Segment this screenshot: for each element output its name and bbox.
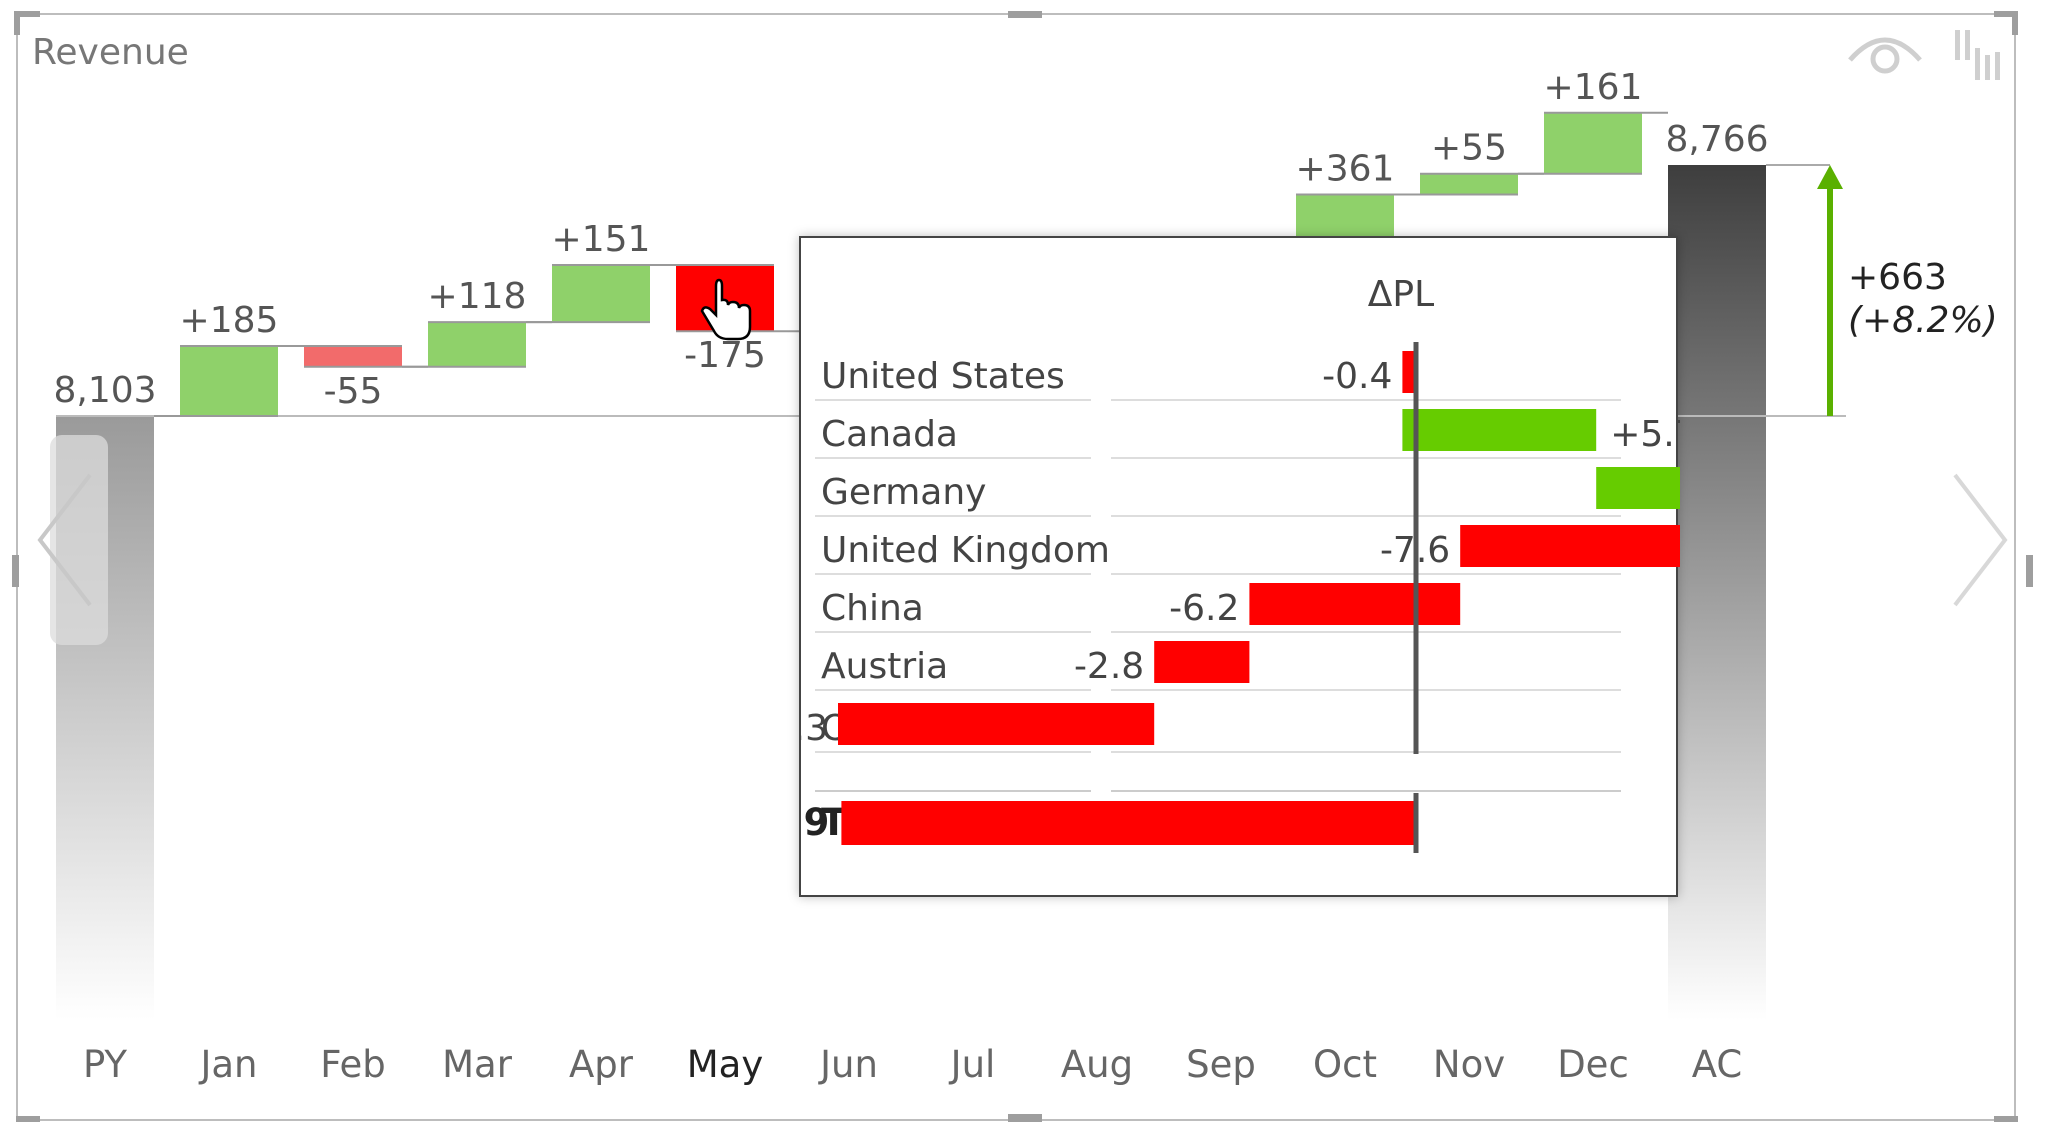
bar-Jan — [180, 345, 278, 416]
tt-bar — [1249, 583, 1461, 625]
resize-handle-left[interactable] — [12, 555, 19, 587]
label-Nov: +55 — [1431, 128, 1507, 169]
tt-row-label: Germany — [821, 472, 986, 513]
bar-Apr — [552, 264, 650, 323]
axis-label-Mar: Mar — [442, 1043, 513, 1086]
resize-handle-top-left-v[interactable] — [14, 11, 20, 35]
tooltip-title: ΔPL — [1368, 274, 1434, 315]
axis-label-Jan: Jan — [198, 1043, 257, 1086]
bars-icon[interactable] — [1955, 30, 2000, 80]
chevron-right-icon[interactable] — [1953, 473, 2008, 607]
bar-Mar — [428, 322, 526, 367]
label-AC: 8,766 — [1665, 119, 1768, 160]
tt-bar — [1154, 641, 1250, 683]
tt-total-value: -16.9 — [801, 801, 829, 844]
resize-handle-top-left[interactable] — [16, 11, 40, 17]
resize-handle-top-right[interactable] — [1994, 11, 2018, 17]
label-Dec: +161 — [1544, 67, 1643, 108]
tt-row-value: -9.3 — [801, 708, 828, 749]
label-Jan: +185 — [180, 300, 279, 341]
resize-handle-right[interactable] — [2026, 555, 2033, 587]
label-Mar: +118 — [428, 276, 527, 317]
axis-label-Feb: Feb — [320, 1043, 386, 1086]
tt-row-label: United Kingdom — [821, 530, 1110, 571]
resize-handle-top-right-v[interactable] — [2012, 11, 2018, 35]
axis-label-Dec: Dec — [1557, 1043, 1629, 1086]
tt-bar — [838, 703, 1155, 745]
bar-Dec — [1544, 112, 1642, 174]
resize-handle-top[interactable] — [1008, 11, 1042, 18]
axis-label-PY: PY — [83, 1043, 127, 1086]
tt-total-bar — [841, 801, 1416, 845]
axis-label-Jul: Jul — [949, 1043, 996, 1086]
tt-bar — [1460, 525, 1680, 567]
tt-row-value: +5.7 — [1610, 414, 1680, 455]
tt-row-label: China — [821, 588, 924, 629]
resize-handle-bottom-right[interactable] — [1994, 1116, 2018, 1122]
tt-row-label: United States — [821, 356, 1065, 397]
variance-percent: (+8.2%) — [1848, 300, 1998, 341]
bar-AC — [1668, 165, 1766, 1020]
chevron-left-icon[interactable] — [37, 473, 92, 607]
tt-row-value: -0.4 — [1322, 356, 1392, 397]
axis-label-Oct: Oct — [1313, 1043, 1377, 1086]
label-PY: 8,103 — [53, 370, 156, 411]
axis-label-Jun: Jun — [818, 1043, 878, 1086]
label-Apr: +151 — [552, 219, 651, 260]
hand-cursor-icon — [700, 278, 752, 341]
tt-bar — [1596, 467, 1680, 509]
axis-label-May: May — [687, 1043, 764, 1086]
tt-bar — [1402, 351, 1416, 393]
axis-label-Nov: Nov — [1433, 1043, 1505, 1086]
variance-value: +663 — [1848, 257, 1947, 298]
axis-label-Aug: Aug — [1061, 1043, 1133, 1086]
label-Feb: -55 — [324, 371, 383, 412]
tt-row-value: -6.2 — [1169, 588, 1239, 629]
tt-bar — [1402, 409, 1597, 451]
resize-handle-bottom[interactable] — [1008, 1114, 1042, 1122]
tt-row-label: Canada — [821, 414, 958, 455]
bar-Feb — [304, 345, 402, 367]
label-Oct: +361 — [1296, 149, 1395, 190]
eye-icon[interactable] — [1848, 37, 1922, 74]
resize-handle-bottom-left[interactable] — [16, 1116, 40, 1122]
bar-Nov — [1420, 173, 1518, 195]
variance-arrow-head — [1817, 165, 1843, 189]
tt-row-value: -2.8 — [1074, 646, 1144, 687]
visual-title: Revenue — [32, 32, 189, 73]
label-May: -175 — [684, 335, 766, 376]
prev-panel[interactable] — [50, 435, 108, 645]
axis-label-Apr: Apr — [569, 1043, 634, 1086]
axis-label-Sep: Sep — [1186, 1043, 1256, 1086]
axis-label-AC: AC — [1692, 1043, 1743, 1086]
tt-row-label: Austria — [821, 646, 948, 687]
